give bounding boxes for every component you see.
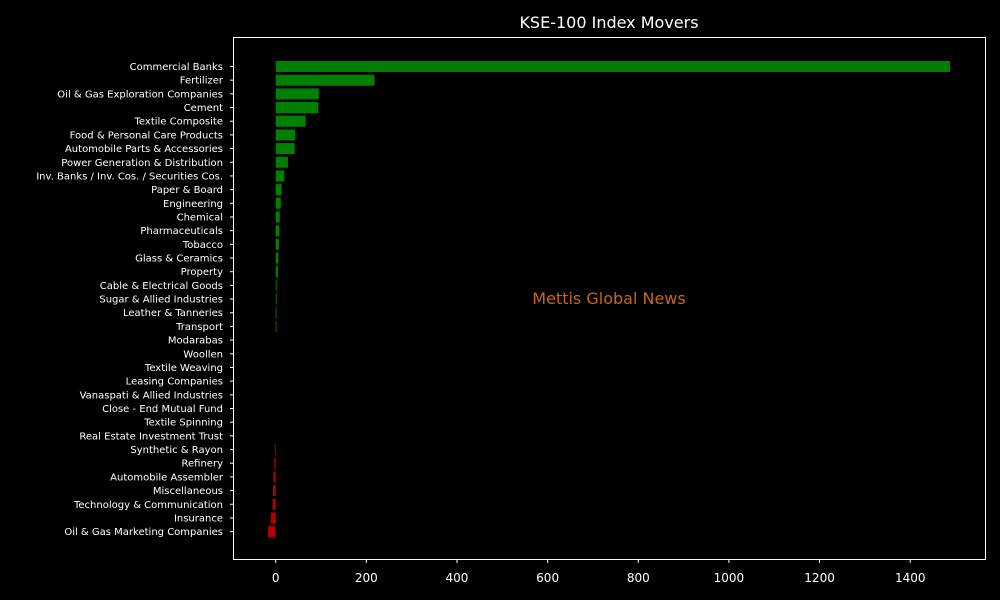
bar (275, 129, 296, 141)
y-tick-label: Transport (175, 322, 223, 333)
bar (275, 320, 277, 332)
x-tick-label: 1000 (714, 571, 745, 585)
bar (275, 197, 281, 209)
watermark: Mettis Global News (532, 289, 685, 308)
plot-frame (233, 37, 986, 560)
bar (272, 498, 276, 510)
y-tick-label: Power Generation & Distribution (61, 158, 223, 169)
bar (270, 512, 276, 524)
x-tick-label: 1400 (895, 571, 926, 585)
y-tick-label: Tobacco (182, 240, 223, 251)
y-tick-label: Modarabas (168, 336, 223, 347)
y-tick-label: Textile Weaving (144, 363, 223, 374)
y-tick-label: Chemical (177, 212, 223, 223)
y-tick-label: Refinery (182, 459, 224, 470)
bar (275, 293, 277, 305)
y-tick-label: Real Estate Investment Trust (79, 431, 223, 442)
y-tick-label: Cable & Electrical Goods (100, 281, 223, 292)
y-tick-label: Vanaspati & Allied Industries (80, 390, 223, 401)
bar (275, 211, 280, 223)
y-tick-label: Synthetic & Rayon (130, 445, 223, 456)
bar (275, 184, 282, 196)
y-tick-label: Leasing Companies (126, 377, 223, 388)
bar (272, 485, 276, 497)
y-tick-label: Technology & Communication (73, 500, 223, 511)
y-tick-label: Sugar & Allied Industries (99, 295, 223, 306)
bar (275, 88, 319, 100)
y-tick-label: Textile Spinning (143, 418, 223, 429)
x-axis: 0 200 400 600 800 1000 1200 1400 (272, 559, 926, 585)
y-tick-label: Glass & Ceramics (135, 254, 223, 265)
bar (275, 74, 375, 86)
bar (267, 526, 276, 538)
y-tick-label: Food & Personal Care Products (70, 130, 223, 141)
y-tick-label: Insurance (174, 513, 223, 524)
bar (275, 170, 285, 182)
y-tick-label: Property (181, 267, 223, 278)
x-tick-label: 0 (272, 571, 280, 585)
bar (275, 279, 277, 291)
y-tick-label: Automobile Assembler (110, 472, 224, 483)
x-tick-label: 1200 (804, 571, 835, 585)
bar (275, 238, 279, 250)
bar (274, 457, 276, 469)
y-tick-label: Commercial Banks (130, 62, 223, 73)
bar (275, 225, 280, 237)
y-tick-label: Paper & Board (151, 185, 223, 196)
y-axis: Commercial Banks Fertilizer Oil & Gas Expl… (36, 62, 234, 538)
bar (275, 102, 319, 114)
y-tick-label: Oil & Gas Exploration Companies (57, 89, 223, 100)
bar (275, 252, 279, 264)
y-tick-label: Close - End Mutual Fund (102, 404, 223, 415)
y-tick-label: Oil & Gas Marketing Companies (64, 527, 223, 538)
chart-title: KSE-100 Index Movers (519, 13, 698, 32)
bars-group (267, 61, 951, 538)
bar (275, 115, 306, 127)
y-tick-label: Cement (184, 103, 223, 114)
x-tick-label: 200 (355, 571, 378, 585)
y-tick-label: Miscellaneous (153, 486, 223, 497)
bar (274, 444, 276, 456)
bar (275, 61, 951, 72)
y-tick-label: Inv. Banks / Inv. Cos. / Securities Cos. (36, 171, 223, 182)
y-tick-label: Automobile Parts & Accessories (65, 144, 223, 155)
x-tick-label: 600 (536, 571, 559, 585)
bar (273, 471, 276, 483)
bar (275, 143, 295, 155)
x-tick-label: 400 (446, 571, 469, 585)
y-tick-label: Engineering (163, 199, 223, 210)
x-tick-label: 800 (627, 571, 650, 585)
y-tick-label: Pharmaceuticals (140, 226, 223, 237)
y-tick-label: Fertilizer (180, 76, 224, 87)
y-tick-label: Textile Composite (134, 117, 223, 128)
bar (275, 156, 288, 168)
y-tick-label: Woollen (183, 349, 223, 360)
bar (275, 266, 278, 278)
y-tick-label: Leather & Tanneries (123, 308, 223, 319)
bar (275, 307, 277, 319)
